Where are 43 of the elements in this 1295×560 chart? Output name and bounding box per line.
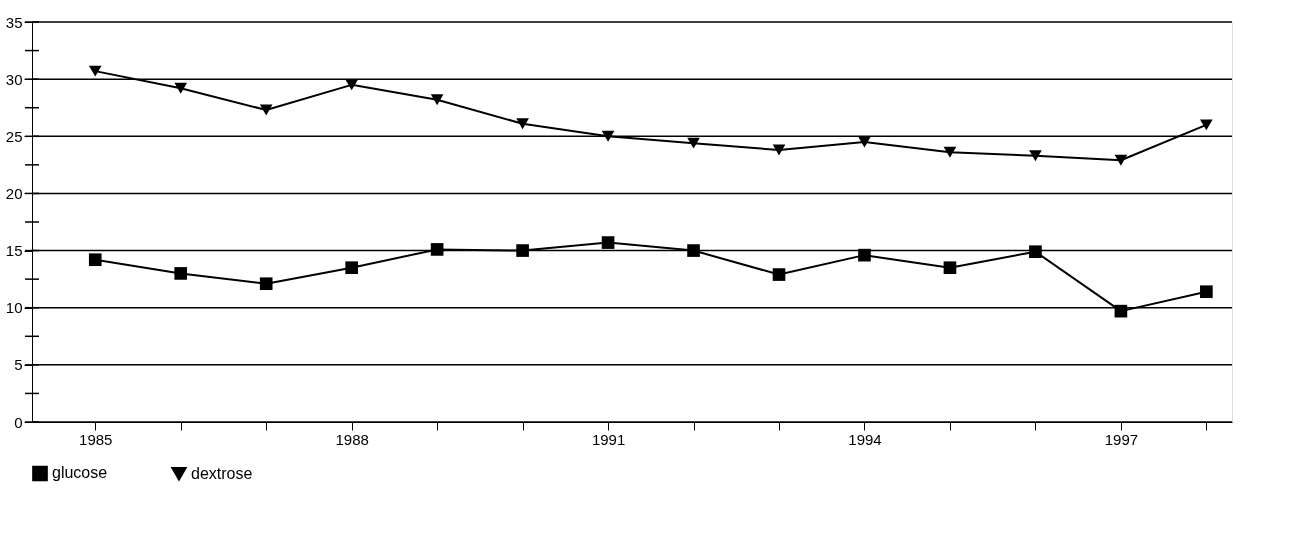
point bbox=[88, 253, 102, 267]
y-tick-label: 5 bbox=[14, 356, 23, 374]
point bbox=[601, 130, 615, 142]
y-tick-label: 35 bbox=[5, 13, 23, 31]
y-tick-label: 25 bbox=[5, 127, 23, 145]
point bbox=[259, 104, 273, 116]
point bbox=[687, 137, 700, 149]
point bbox=[1114, 154, 1128, 166]
point bbox=[943, 261, 957, 275]
point bbox=[345, 79, 358, 91]
point bbox=[858, 136, 871, 148]
point bbox=[772, 144, 786, 156]
point bbox=[1029, 150, 1042, 162]
legend-label: glucose bbox=[52, 464, 108, 482]
point bbox=[516, 244, 529, 257]
point bbox=[174, 267, 188, 280]
y-tick-label: 30 bbox=[5, 70, 23, 88]
x-tick-label: 1994 bbox=[848, 430, 882, 448]
point bbox=[1200, 285, 1213, 299]
point bbox=[1200, 119, 1213, 131]
x-tick-label: 1985 bbox=[79, 430, 113, 448]
y-tick-label: 15 bbox=[5, 242, 23, 260]
y-tick-label: 0 bbox=[14, 413, 23, 431]
point bbox=[772, 268, 786, 281]
y-tick-label: 20 bbox=[5, 184, 23, 202]
point bbox=[259, 277, 273, 291]
point bbox=[943, 146, 957, 158]
y-tick-label: 10 bbox=[5, 299, 23, 317]
point bbox=[430, 243, 444, 256]
x-tick-label: 1997 bbox=[1104, 430, 1139, 448]
point bbox=[1029, 245, 1042, 259]
point bbox=[1114, 304, 1128, 318]
point bbox=[516, 118, 529, 130]
point bbox=[174, 82, 188, 94]
point bbox=[687, 244, 700, 257]
point bbox=[601, 236, 615, 249]
point bbox=[345, 261, 358, 275]
legend-label: dextrose bbox=[191, 464, 253, 482]
x-tick-label: 1991 bbox=[591, 430, 626, 448]
point bbox=[88, 65, 102, 77]
point bbox=[430, 94, 444, 106]
point bbox=[858, 248, 871, 262]
x-tick-label: 1988 bbox=[335, 430, 369, 448]
